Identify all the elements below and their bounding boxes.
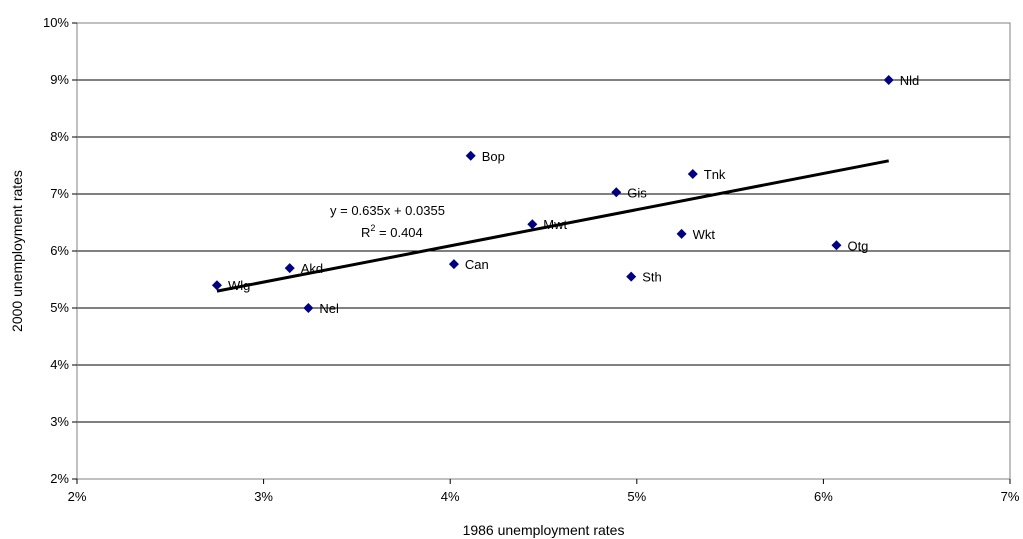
trendline-equation: y = 0.635x + 0.0355 bbox=[330, 203, 445, 218]
x-tick-label: 6% bbox=[814, 489, 833, 504]
data-point-label: Gis bbox=[627, 185, 647, 200]
data-point-label: Tnk bbox=[704, 167, 726, 182]
x-axis-ticks: 2% 3% 4% 5% 6% 7% bbox=[68, 479, 1020, 504]
data-point-label: Otg bbox=[847, 238, 868, 253]
y-tick-label: 8% bbox=[50, 129, 69, 144]
data-points: Wlg Akd Nel Can Bop Mwt Gis Sth Wkt Tnk Otg Nld bbox=[211, 73, 920, 316]
y-tick-label: 10% bbox=[43, 15, 69, 30]
x-tick-label: 2% bbox=[68, 489, 87, 504]
data-point-marker bbox=[303, 303, 314, 313]
data-point-marker bbox=[527, 219, 538, 230]
data-point-marker bbox=[611, 187, 622, 198]
y-tick-label: 7% bbox=[50, 186, 69, 201]
y-tick-label: 5% bbox=[50, 300, 69, 315]
x-tick-label: 7% bbox=[1001, 489, 1020, 504]
data-point-label: Bop bbox=[482, 149, 505, 164]
data-point-marker bbox=[687, 169, 698, 180]
data-point-marker bbox=[448, 259, 459, 270]
data-point-marker bbox=[284, 263, 295, 274]
x-tick-label: 3% bbox=[254, 489, 273, 504]
data-point-label: Can bbox=[465, 257, 489, 272]
data-point-marker bbox=[883, 75, 894, 85]
data-point-label: Wlg bbox=[228, 278, 250, 293]
data-point-marker bbox=[626, 271, 637, 282]
data-point-marker bbox=[676, 228, 687, 239]
y-tick-label: 9% bbox=[50, 72, 69, 87]
trendline-r-squared: R2 = 0.404 bbox=[361, 223, 423, 240]
r-squared-superscript: 2 bbox=[370, 223, 375, 233]
y-tick-label: 6% bbox=[50, 243, 69, 258]
x-axis-label: 1986 unemployment rates bbox=[463, 522, 625, 538]
y-axis-ticks: 2% 3% 4% 5% 6% 7% 8% 9% 10% bbox=[43, 15, 77, 486]
data-point-label: Sth bbox=[642, 270, 662, 285]
data-point-label: Mwt bbox=[543, 217, 567, 232]
gridlines bbox=[77, 22, 1010, 480]
data-point-label: Akd bbox=[301, 261, 323, 276]
data-point-label: Nld bbox=[900, 73, 920, 88]
data-point-label: Wkt bbox=[693, 227, 716, 242]
y-tick-label: 3% bbox=[50, 414, 69, 429]
data-point-marker bbox=[465, 150, 476, 161]
x-tick-label: 4% bbox=[441, 489, 460, 504]
x-tick-label: 5% bbox=[627, 489, 646, 504]
trendline bbox=[216, 159, 889, 293]
r-squared-symbol: R bbox=[361, 225, 370, 240]
data-point-marker bbox=[831, 240, 842, 251]
y-tick-label: 2% bbox=[50, 471, 69, 486]
r-squared-value: = 0.404 bbox=[375, 225, 422, 240]
data-point-label: Nel bbox=[319, 301, 339, 316]
y-axis-label: 2000 unemployment rates bbox=[9, 170, 25, 332]
data-point-marker bbox=[211, 280, 222, 291]
y-tick-label: 4% bbox=[50, 357, 69, 372]
